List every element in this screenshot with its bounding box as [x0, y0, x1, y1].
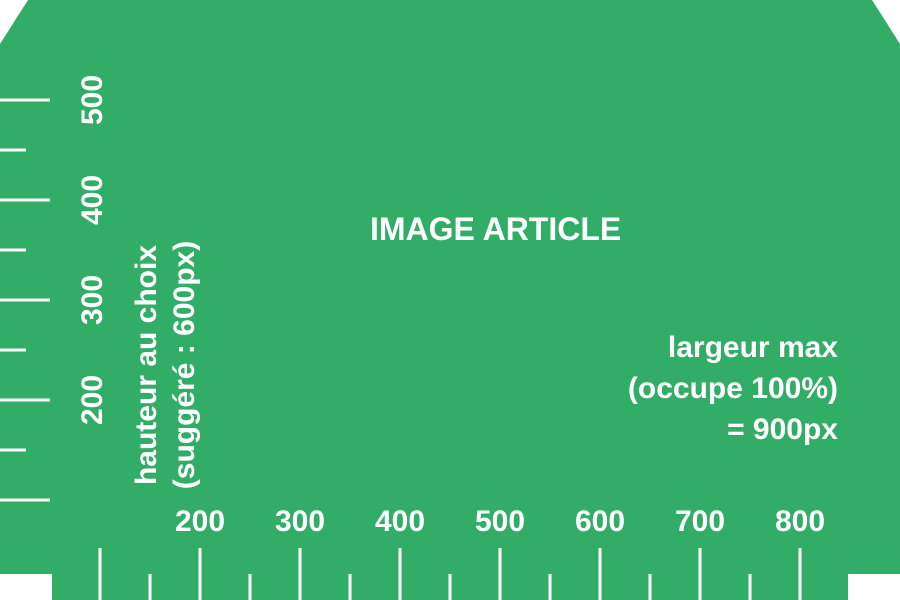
x-ruler-label-300: 300	[274, 505, 326, 538]
height-note: hauteur au choix (suggéré : 600px)	[128, 215, 208, 515]
width-note: largeur max (occupe 100%) = 900px	[628, 327, 838, 450]
image-title: IMAGE ARTICLE	[370, 211, 622, 247]
width-note-line-2: (occupe 100%)	[627, 372, 838, 405]
height-note-line-1: hauteur au choix	[130, 244, 163, 486]
width-note-line-3: = 900px	[727, 413, 838, 446]
corner-bevel	[0, 548, 52, 574]
x-ruler-label-600: 600	[574, 505, 626, 538]
corner-notch-2	[872, 0, 900, 44]
corner-notch-5	[0, 574, 52, 600]
x-ruler-label-400: 400	[374, 505, 426, 538]
x-ruler-label-700: 700	[674, 505, 726, 538]
width-note-line-1: largeur max	[667, 331, 838, 364]
y-ruler-label-400: 400	[76, 174, 109, 226]
y-ruler-label-300: 300	[76, 274, 109, 326]
corner-notch-1	[0, 0, 28, 44]
ruler-ticks	[0, 98, 852, 600]
x-ruler-label-500: 500	[474, 505, 526, 538]
corner-notch-4	[848, 574, 900, 600]
y-ruler-label-200: 200	[76, 374, 109, 426]
x-ruler-label-200: 200	[174, 505, 226, 538]
height-note-line-2: (suggéré : 600px)	[168, 240, 201, 490]
y-ruler-label-500: 500	[76, 74, 109, 126]
x-ruler-label-800: 800	[774, 505, 826, 538]
